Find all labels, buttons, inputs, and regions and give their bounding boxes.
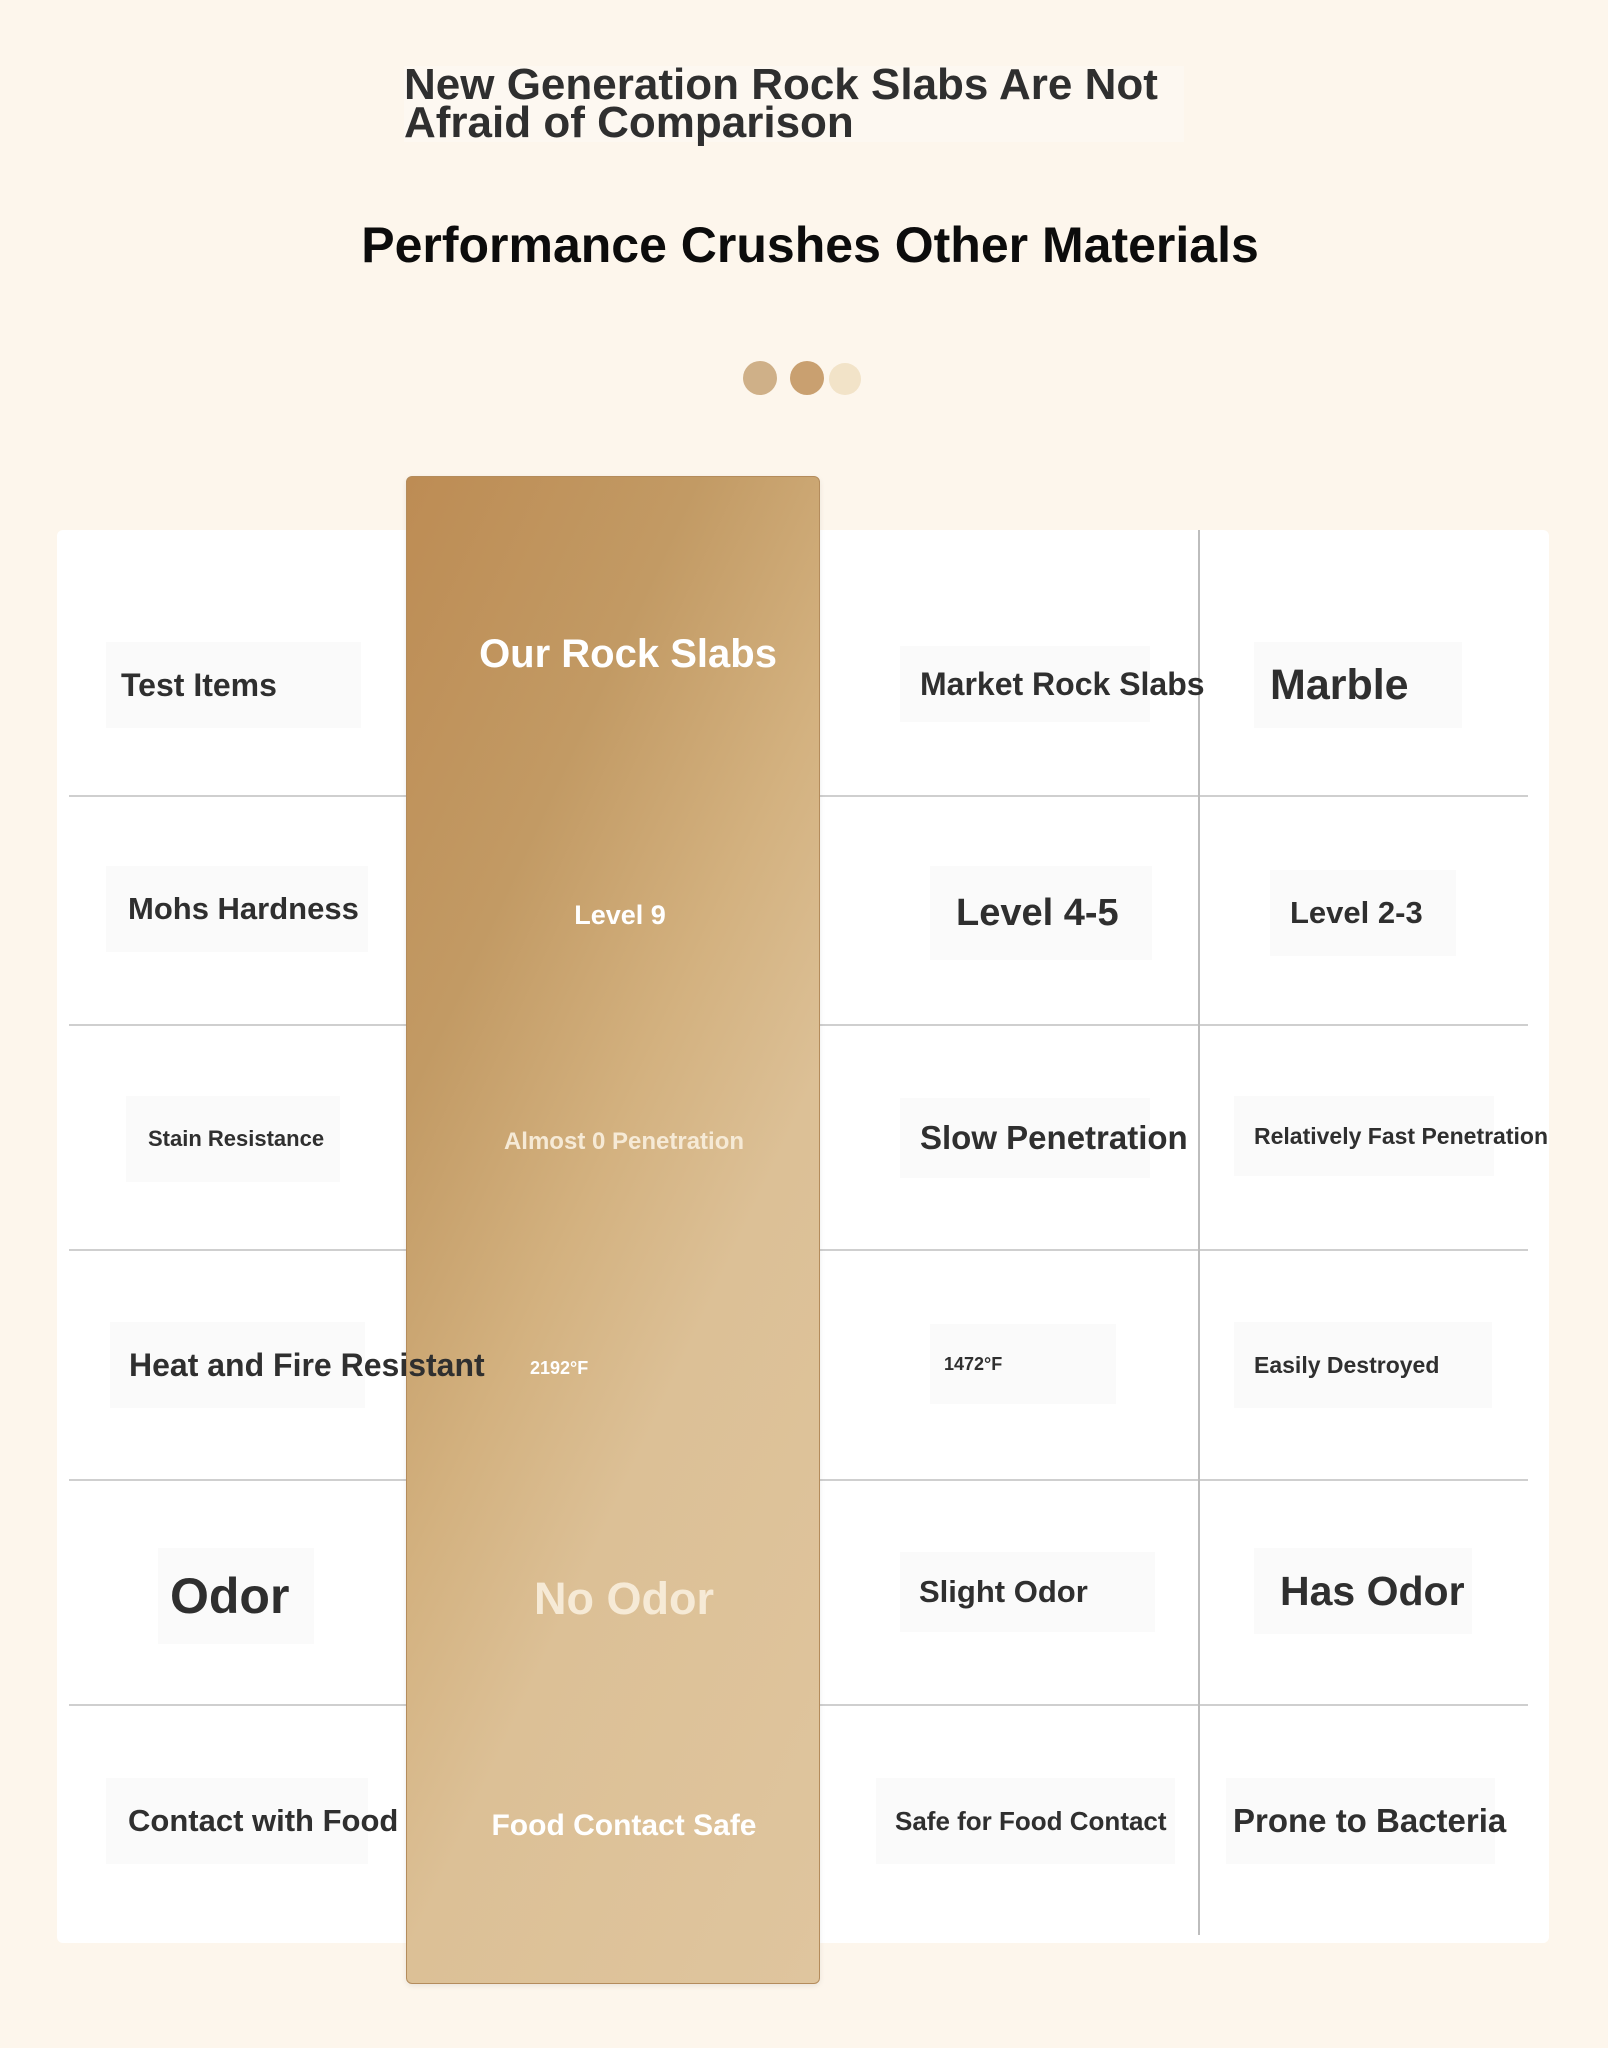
ours-heat-fire-resistant: 2192°F	[530, 1357, 589, 1378]
header-market-rock-slabs: Market Rock Slabs	[900, 646, 1205, 722]
row-label-stain-resistance: Stain Resistance	[126, 1096, 340, 1182]
page-title: New Generation Rock Slabs Are Not Afraid…	[404, 63, 1184, 145]
header-test-items: Test Items	[106, 642, 361, 728]
header-our-rock-slabs: Our Rock Slabs	[479, 631, 777, 676]
row-label-contact-with-food: Contact with Food	[106, 1778, 398, 1864]
marble-odor: Has Odor	[1254, 1548, 1472, 1634]
ours-mohs-hardness: Level 9	[574, 899, 666, 930]
dot-indicator-1[interactable]	[743, 361, 777, 395]
market-stain-resistance: Slow Penetration	[900, 1098, 1188, 1178]
row-label-heat-fire-resistant: Heat and Fire Resistant	[110, 1322, 485, 1408]
market-odor: Slight Odor	[900, 1552, 1155, 1632]
marble-heat-fire-resistant: Easily Destroyed	[1234, 1322, 1492, 1408]
dot-indicator-3[interactable]	[829, 363, 861, 395]
market-contact-with-food: Safe for Food Contact	[876, 1778, 1175, 1864]
marble-mohs-hardness: Level 2-3	[1270, 870, 1456, 956]
dot-indicator-2[interactable]	[790, 361, 824, 395]
highlight-column	[406, 476, 820, 1984]
header-marble: Marble	[1254, 642, 1462, 728]
market-mohs-hardness: Level 4-5	[930, 866, 1152, 960]
ours-contact-with-food: Food Contact Safe	[491, 1809, 757, 1842]
row-label-mohs-hardness: Mohs Hardness	[106, 866, 368, 952]
marble-contact-with-food: Prone to Bacteria	[1226, 1778, 1506, 1864]
ours-stain-resistance: Almost 0 Penetration	[503, 1128, 745, 1155]
page-subtitle: Performance Crushes Other Materials	[361, 217, 1259, 273]
ours-odor: No Odor	[534, 1573, 714, 1624]
market-heat-fire-resistant: 1472°F	[930, 1324, 1116, 1404]
marble-stain-resistance: Relatively Fast Penetration	[1234, 1096, 1548, 1176]
row-label-odor: Odor	[158, 1548, 314, 1644]
column-divider	[1198, 530, 1200, 1935]
